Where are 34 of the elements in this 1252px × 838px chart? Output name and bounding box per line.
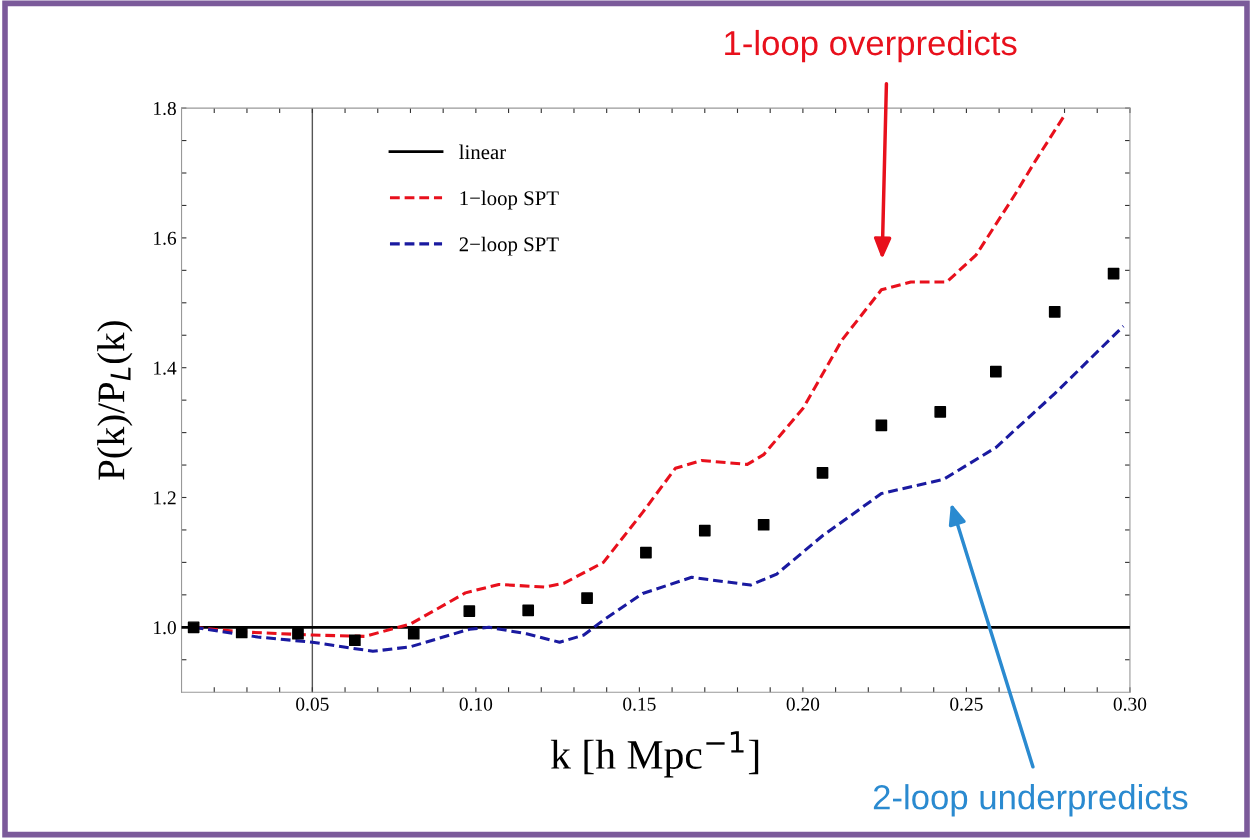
point <box>990 365 1002 378</box>
text: 2-loop underpredicts <box>873 784 1188 817</box>
x-tick-label: 0.05 <box>296 697 329 711</box>
point <box>757 518 770 531</box>
text: 1-loop overpredicts <box>725 29 1017 63</box>
y-tick-label: 1.4 <box>154 361 177 375</box>
point <box>522 604 535 617</box>
point <box>407 627 420 640</box>
point <box>187 621 200 634</box>
x-tick-label: 0.20 <box>786 697 820 711</box>
legend-label: 2−loop SPT <box>459 236 559 256</box>
y-axis-title: P(k)/P$_{L}$(k) <box>97 321 133 480</box>
point <box>816 466 829 479</box>
x-axis-title: k [h Mpc$^{−1}$] <box>550 731 759 778</box>
point <box>463 605 476 617</box>
point <box>1048 306 1061 318</box>
x-tick-label: 0.10 <box>459 697 493 711</box>
point <box>640 546 652 559</box>
point <box>875 419 888 432</box>
legend-label: linear <box>459 144 506 160</box>
point <box>581 592 593 604</box>
x-tick-label: 0.25 <box>950 697 983 711</box>
y-tick-label: 1.0 <box>154 621 176 635</box>
point <box>698 524 711 537</box>
point <box>934 405 947 418</box>
point <box>1107 267 1120 280</box>
y-tick-label: 1.6 <box>154 231 177 245</box>
y-tick-label: 1.2 <box>154 491 176 505</box>
y-tick-label: 1.8 <box>154 101 176 116</box>
x-tick-label: 0.15 <box>623 697 656 711</box>
point <box>349 634 361 647</box>
point <box>292 627 304 640</box>
x-tick-label: 0.30 <box>1113 697 1147 711</box>
legend-label: 1−loop SPT <box>460 190 559 210</box>
